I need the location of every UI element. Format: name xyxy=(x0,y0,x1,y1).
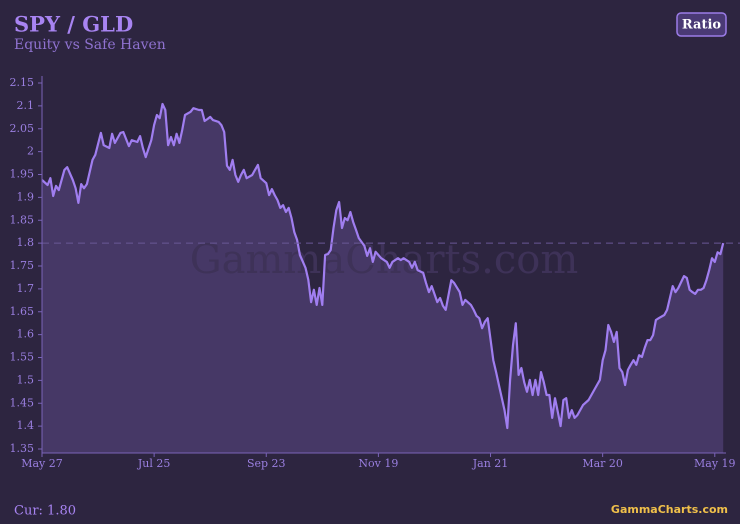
ratio-button[interactable] xyxy=(676,12,727,37)
y-tick-label: 1.85 xyxy=(10,213,35,226)
y-tick-label: 1.65 xyxy=(10,305,35,318)
y-tick-label: 1.9 xyxy=(17,190,35,203)
plot: 1.35 1.4 1.45 1.5 1.55 1.6 1.65 1.7 1.75 1.8 1.85 1… xyxy=(10,76,736,470)
y-tick-label: 2.05 xyxy=(10,122,35,135)
y-tick-label: 1.45 xyxy=(10,396,35,409)
chart-title: SPY / GLD xyxy=(14,12,133,37)
y-tick-label: 2.15 xyxy=(10,76,35,89)
y-tick-label: 1.6 xyxy=(17,328,35,341)
line xyxy=(41,102,725,430)
x-tick-label: Jul 25 xyxy=(137,457,171,470)
y-tick-label: 1.5 xyxy=(17,373,35,386)
area xyxy=(42,104,724,453)
y-tick-label: 1.7 xyxy=(17,282,35,295)
x-tick-label: Sep 23 xyxy=(247,457,286,470)
x-tick-label: Mar 20 xyxy=(582,457,623,470)
ratio-button-label[interactable]: Ratio xyxy=(682,18,721,33)
brand-logo: GammaCharts.com xyxy=(611,503,728,516)
chart-subtitle: Equity vs Safe Haven xyxy=(14,37,166,53)
x-tick-label: Jan 21 xyxy=(472,457,509,470)
x-tick-label: Nov 19 xyxy=(358,457,398,470)
overlay xyxy=(41,76,740,454)
y-tick-label: 1.4 xyxy=(17,419,35,432)
current-value: Cur: 1.80 xyxy=(14,504,76,519)
y-tick-label: 2 xyxy=(27,145,34,158)
y-tick-label: 1.55 xyxy=(10,351,35,364)
y-tick-label: 1.35 xyxy=(10,442,35,455)
y-tick-label: 2.1 xyxy=(17,99,35,112)
y-tick-label: 1.8 xyxy=(17,236,35,249)
x-tick-label: May 27 xyxy=(21,457,63,470)
x-tick-label: May 19 xyxy=(694,457,736,470)
y-tick-label: 1.95 xyxy=(10,168,35,181)
y-tick-label: 1.75 xyxy=(10,259,35,272)
